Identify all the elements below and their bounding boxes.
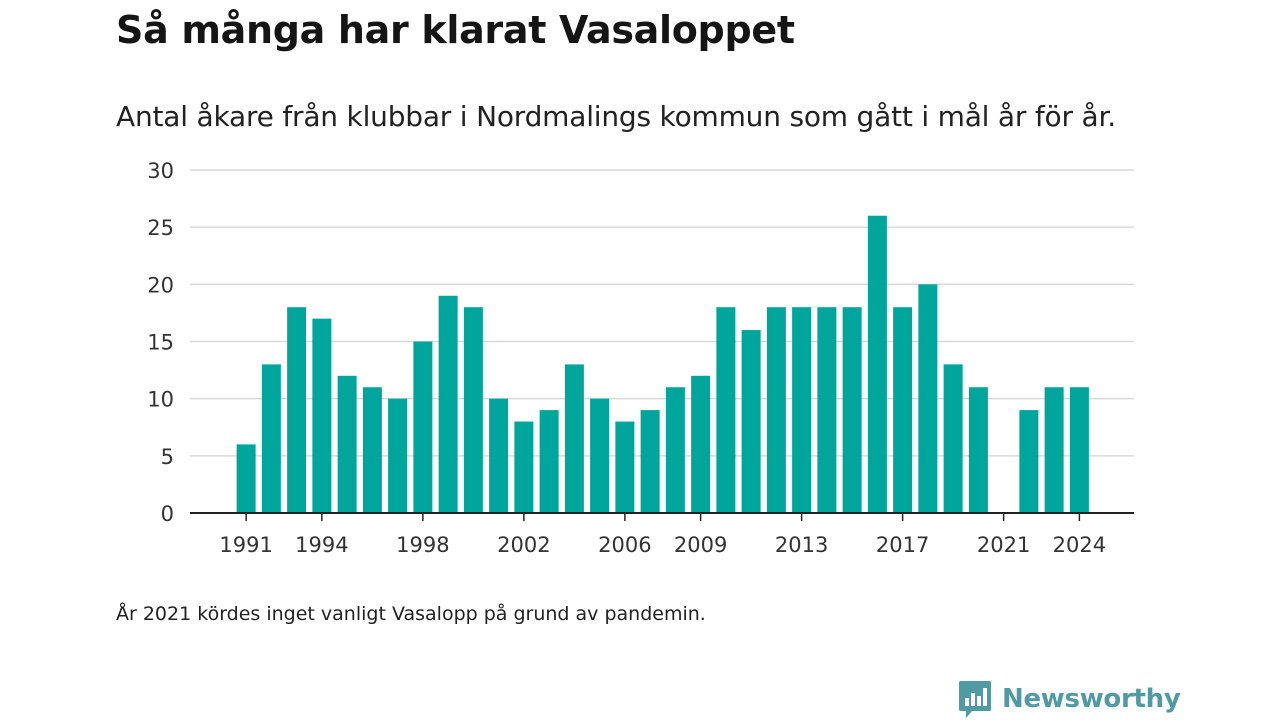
bar-1992 — [261, 364, 281, 513]
bar-1994 — [312, 318, 332, 513]
bar-2003 — [539, 410, 559, 513]
bar-1995 — [337, 375, 357, 513]
x-tick-label: 2024 — [1053, 533, 1106, 557]
bar-2006 — [615, 421, 635, 513]
x-axis-ticks: 1991 1994 1998 2002 2006 2009 2013 2017 2021 2024 — [219, 513, 1106, 557]
y-tick-label: 10 — [147, 388, 174, 412]
bar-2015 — [842, 307, 862, 513]
y-tick-label: 20 — [147, 273, 174, 297]
x-tick-label: 1998 — [396, 533, 449, 557]
bar-2023 — [1044, 387, 1064, 513]
bar-2017 — [893, 307, 913, 513]
bar-1998 — [413, 341, 433, 513]
x-tick-label: 2009 — [674, 533, 727, 557]
x-tick-label: 1994 — [295, 533, 348, 557]
y-axis-ticks: 0 5 10 15 20 25 30 — [147, 159, 174, 526]
y-tick-label: 15 — [147, 331, 174, 355]
chart-footnote: År 2021 kördes inget vanligt Vasalopp på… — [116, 603, 706, 625]
bar-1999 — [438, 295, 458, 513]
bar-2022 — [1019, 410, 1039, 513]
bar-1997 — [388, 398, 408, 513]
bar-2000 — [463, 307, 483, 513]
bar-chart: 0 5 10 15 20 25 30 1991 1994 1998 2002 2006 2009 201… — [147, 159, 1134, 557]
bar-2013 — [792, 307, 812, 513]
bar-2002 — [514, 421, 534, 513]
bar-2014 — [817, 307, 837, 513]
x-tick-label: 2002 — [497, 533, 550, 557]
bar-2009 — [691, 375, 711, 513]
bar-2018 — [918, 284, 938, 513]
x-tick-label: 1991 — [219, 533, 272, 557]
bar-2016 — [867, 215, 887, 513]
bar-1996 — [362, 387, 382, 513]
bar-2019 — [943, 364, 963, 513]
x-tick-label: 2006 — [598, 533, 651, 557]
bar-2020 — [968, 387, 988, 513]
chart-subtitle: Antal åkare från klubbar i Nordmalings k… — [116, 100, 1116, 133]
y-tick-label: 25 — [147, 216, 174, 240]
bar-1993 — [287, 307, 307, 513]
y-tick-label: 30 — [147, 159, 174, 183]
bar-2004 — [564, 364, 584, 513]
bar-2007 — [640, 410, 660, 513]
bar-2012 — [766, 307, 786, 513]
bar-2010 — [716, 307, 736, 513]
chart-title: Så många har klarat Vasaloppet — [116, 8, 795, 52]
brand-name: Newsworthy — [1002, 684, 1181, 714]
bar-2008 — [665, 387, 685, 513]
bar-2005 — [590, 398, 610, 513]
bar-2011 — [741, 330, 761, 513]
x-tick-label: 2021 — [977, 533, 1030, 557]
grid-lines — [190, 169, 1134, 457]
y-tick-label: 0 — [161, 502, 174, 526]
brand-logo: Newsworthy — [958, 678, 1181, 720]
bar-1991 — [236, 444, 256, 513]
bar-chart-speech-bubble-icon — [959, 681, 991, 718]
bar-2001 — [489, 398, 509, 513]
x-tick-label: 2013 — [775, 533, 828, 557]
y-tick-label: 5 — [161, 445, 174, 469]
bars — [236, 215, 1089, 513]
bar-2024 — [1069, 387, 1089, 513]
x-tick-label: 2017 — [876, 533, 929, 557]
